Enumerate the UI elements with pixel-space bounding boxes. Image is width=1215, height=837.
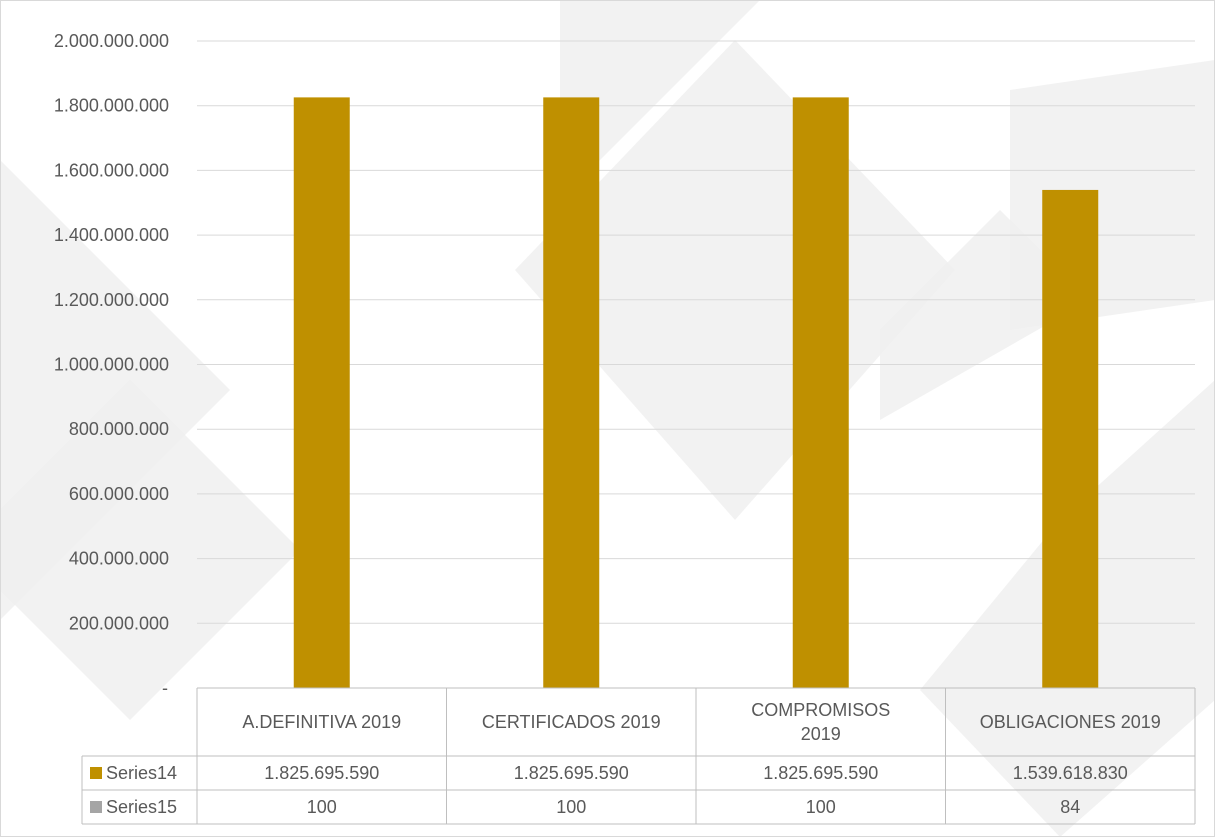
y-tick-label: 2.000.000.000 — [54, 31, 169, 51]
legend-key — [90, 767, 102, 779]
data-table: A.DEFINITIVA 2019 CERTIFICADOS 2019 COMPRO… — [81, 687, 1196, 825]
bars — [293, 97, 1099, 689]
table-value: 1.825.695.590 — [514, 763, 629, 783]
table-value: 1.825.695.590 — [763, 763, 878, 783]
y-tick-label: 200.000.000 — [69, 613, 169, 633]
background-shape — [880, 210, 1090, 420]
y-tick-label: 400.000.000 — [69, 549, 169, 569]
y-tick-label: 1.600.000.000 — [54, 160, 169, 180]
table-value: 1.825.695.590 — [264, 763, 379, 783]
bar — [1042, 189, 1099, 689]
bar — [792, 97, 849, 689]
y-tick-label: 600.000.000 — [69, 484, 169, 504]
category-label: COMPROMISOS 2019 — [751, 700, 890, 744]
category-label: A.DEFINITIVA 2019 — [242, 712, 401, 732]
table-value: 100 — [806, 797, 836, 817]
bar — [293, 97, 350, 689]
y-tick-label: 800.000.000 — [69, 419, 169, 439]
table-value: 84 — [1060, 797, 1080, 817]
background-shape — [0, 380, 300, 720]
y-tick-label: 1.400.000.000 — [54, 225, 169, 245]
y-tick-label: - — [162, 678, 168, 698]
category-label: CERTIFICADOS 2019 — [482, 712, 661, 732]
y-tick-label: 1.800.000.000 — [54, 96, 169, 116]
y-tick-label: 1.000.000.000 — [54, 355, 169, 375]
table-value: 100 — [556, 797, 586, 817]
gridlines — [197, 40, 1195, 624]
table-value: 100 — [307, 797, 337, 817]
series-name: Series15 — [106, 797, 177, 817]
background-shape — [560, 0, 760, 200]
y-tick-label: 1.200.000.000 — [54, 290, 169, 310]
table-value: 1.539.618.830 — [1013, 763, 1128, 783]
bar — [543, 97, 600, 689]
series-name: Series14 — [106, 763, 177, 783]
category-label: OBLIGACIONES 2019 — [980, 712, 1161, 732]
legend-key — [90, 801, 102, 813]
y-axis-tick-labels: - 200.000.000 400.000.000 600.000.000 800.00… — [54, 31, 169, 698]
